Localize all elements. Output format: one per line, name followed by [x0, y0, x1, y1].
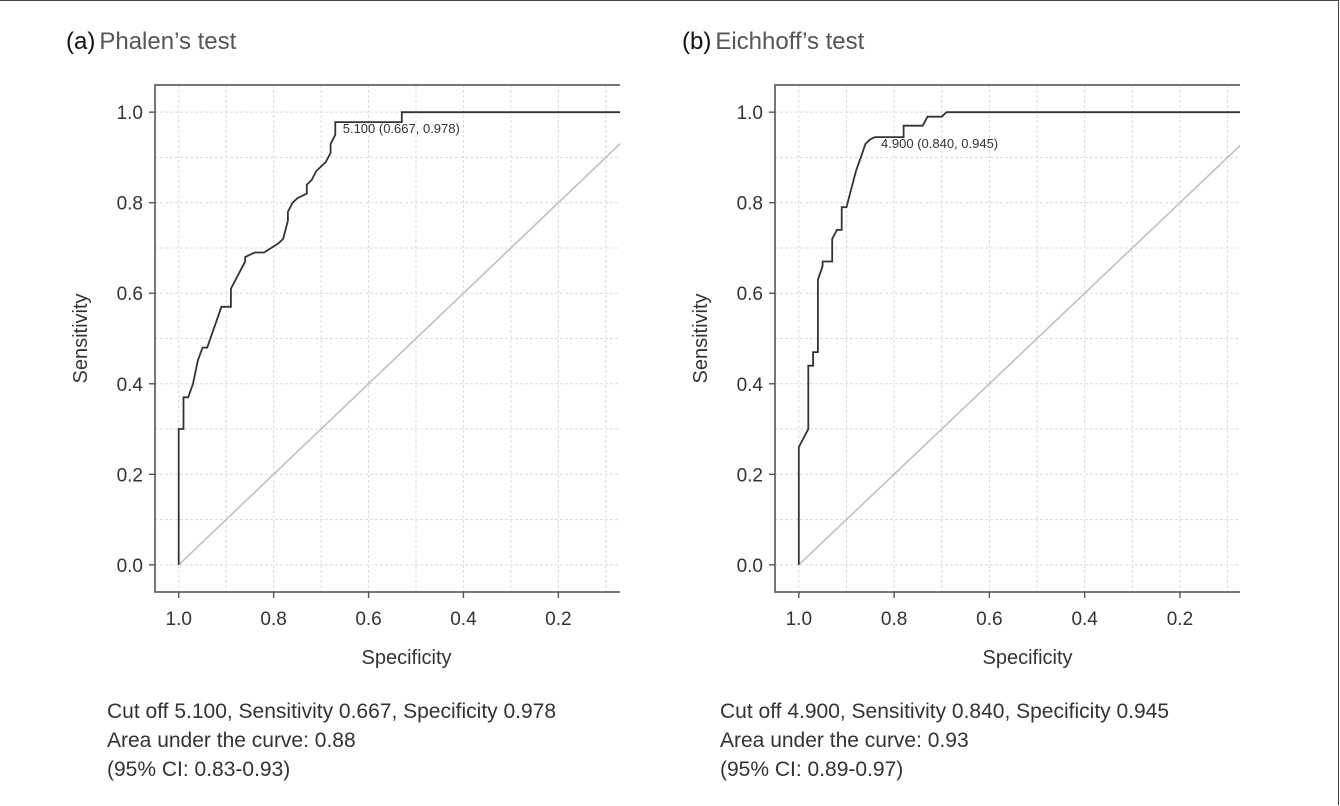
- panel-b-letter: (b): [682, 28, 712, 55]
- x-tick-label: 0.4: [1071, 609, 1098, 630]
- panel-b-caption: Cut off 4.900, Sensitivity 0.840, Specif…: [720, 697, 1169, 784]
- caption-line-cutoff: Cut off 5.100, Sensitivity 0.667, Specif…: [107, 700, 557, 723]
- y-tick-label: 0.0: [117, 556, 143, 577]
- y-tick-label: 0.8: [737, 194, 763, 215]
- panel-b-title: (b) Eichhoff’s test: [682, 28, 864, 56]
- caption-line-auc: Area under the curve: 0.93: [720, 729, 969, 752]
- y-tick-label: 0.6: [737, 284, 763, 305]
- x-tick-label: 0.6: [976, 609, 1002, 630]
- panel-a-title-text: Phalen’s test: [99, 28, 237, 55]
- x-tick-label: 0.2: [1167, 609, 1193, 630]
- cutoff-annotation-label: 4.900 (0.840, 0.945): [881, 136, 998, 151]
- panel-eichhoff: (b) Eichhoff’s test 4.900 (0.840, 0.945) 1…: [620, 0, 1240, 806]
- panel-a-letter: (a): [66, 28, 96, 55]
- x-tick-label: 0.8: [881, 609, 907, 630]
- y-tick-label: 1.0: [117, 103, 143, 124]
- x-tick-label: 1.0: [166, 609, 192, 630]
- y-tick-label: 0.4: [737, 375, 764, 396]
- y-tick-label: 0.8: [117, 194, 143, 215]
- y-axis-label: Sensitivity: [690, 293, 712, 383]
- caption-line-ci: (95% CI: 0.83-0.93): [107, 758, 291, 781]
- panel-phalen: (a) Phalen’s test 5.100 (0.667, 0.978) 1.0…: [0, 0, 620, 806]
- caption-line-ci: (95% CI: 0.89-0.97): [720, 758, 904, 781]
- reference-diagonal-line: [798, 144, 1240, 566]
- y-tick-label: 0.6: [117, 284, 143, 305]
- y-axis-label: Sensitivity: [70, 293, 92, 383]
- y-tick-label: 0.2: [117, 465, 143, 486]
- x-tick-label: 0.2: [545, 609, 571, 630]
- y-tick-label: 0.2: [737, 465, 763, 486]
- x-tick-label: 0.4: [450, 609, 477, 630]
- roc-curve-line: [177, 111, 620, 565]
- x-tick-label: 0.6: [355, 609, 381, 630]
- plot-area-frame: [774, 84, 1240, 593]
- caption-line-auc: Area under the curve: 0.88: [107, 729, 356, 752]
- x-tick-label: 0.8: [260, 609, 286, 630]
- caption-line-cutoff: Cut off 4.900, Sensitivity 0.840, Specif…: [720, 700, 1170, 723]
- panel-a-caption: Cut off 5.100, Sensitivity 0.667, Specif…: [107, 697, 556, 784]
- x-axis-label: Specificity: [982, 647, 1072, 669]
- x-axis-label: Specificity: [361, 647, 451, 669]
- y-tick-label: 0.0: [737, 556, 763, 577]
- plot-area-frame: [154, 84, 620, 593]
- panel-b-title-text: Eichhoff’s test: [715, 28, 865, 55]
- cutoff-annotation-label: 5.100 (0.667, 0.978): [343, 121, 460, 136]
- reference-diagonal-line: [178, 142, 620, 566]
- y-tick-label: 1.0: [737, 103, 763, 124]
- panel-a-title: (a) Phalen’s test: [66, 28, 236, 56]
- x-tick-label: 1.0: [786, 609, 812, 630]
- roc-chart-phalen: 5.100 (0.667, 0.978) 1.0 0.8 0.6 0.4 0.2 0.0 0.…: [70, 84, 620, 669]
- y-tick-label: 0.4: [117, 375, 144, 396]
- roc-curve-line: [797, 111, 1240, 565]
- roc-chart-eichhoff: 4.900 (0.840, 0.945) 1.0 0.8 0.6 0.4 0.2 0.0 0.…: [690, 84, 1240, 669]
